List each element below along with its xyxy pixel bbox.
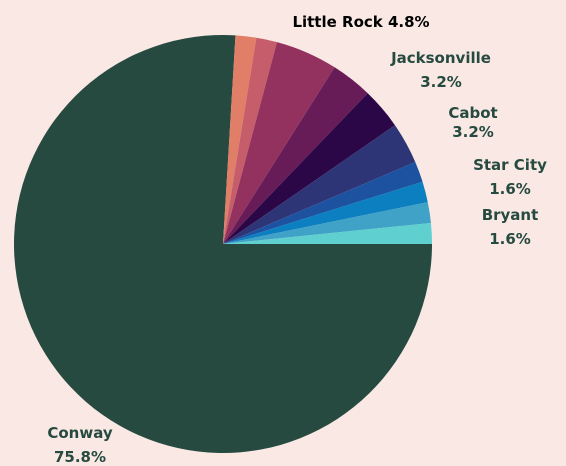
pie-slice-star-city <box>223 181 428 244</box>
pie-slice-slice-2 <box>223 35 257 245</box>
slice-label-cabot: Cabot 3.2% <box>448 104 497 141</box>
slice-label-star-city: Star City 1.6% <box>473 156 547 198</box>
pie-slice-bryant <box>223 222 432 244</box>
pie-slice-slice-10 <box>223 202 431 244</box>
slice-label-conway: Conway 75.8% <box>47 424 113 466</box>
pie-slices <box>13 34 432 453</box>
pie-labels: Conway 75.8% Little Rock 4.8% Jacksonville 3… <box>47 13 547 466</box>
slice-label-bryant: Bryant 1.6% <box>482 206 539 248</box>
pie-slice-little-rock <box>223 42 335 245</box>
pie-slice-slice-8 <box>223 162 423 244</box>
slice-label-little-rock: Little Rock 4.8% <box>292 13 429 31</box>
slice-label-jacksonville: Jacksonville 3.2% <box>390 49 491 91</box>
pie-slice-conway <box>13 34 432 453</box>
pie-slice-slice-5 <box>223 67 368 244</box>
pie-slice-cabot <box>223 125 416 244</box>
pie-slice-jacksonville <box>223 93 395 244</box>
pie-slice-slice-3 <box>223 37 277 244</box>
